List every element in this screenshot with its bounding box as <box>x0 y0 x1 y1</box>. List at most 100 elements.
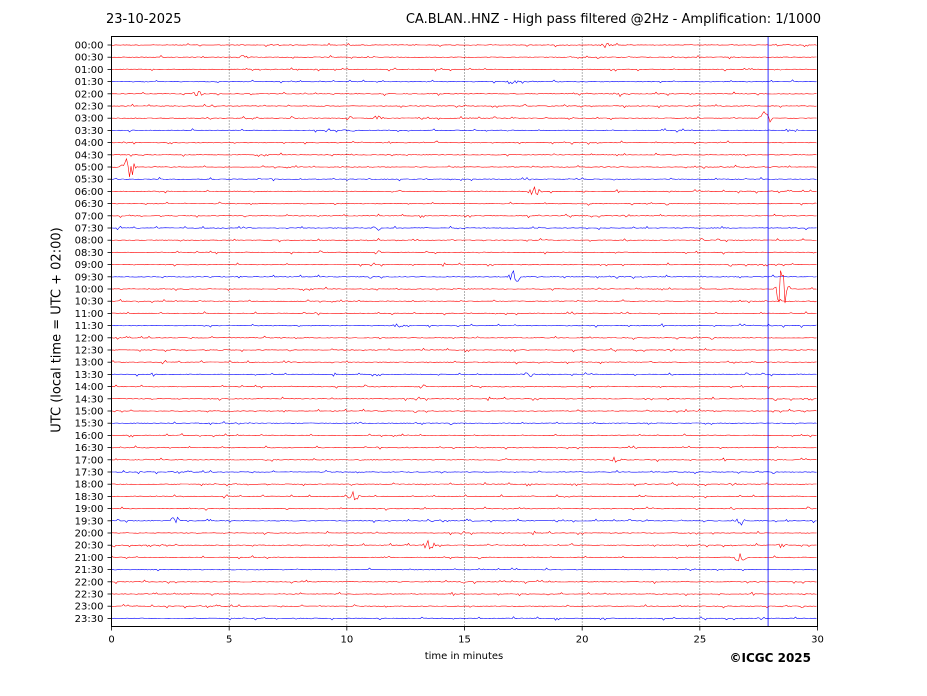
x-tick-label-25: 25 <box>693 635 706 646</box>
y-tick-label: 14:30 <box>75 394 104 405</box>
trace-1930 <box>111 516 817 526</box>
x-tick-label-5: 5 <box>226 635 232 646</box>
trace-1430 <box>111 396 817 402</box>
trace-1300 <box>111 360 817 365</box>
y-tick-label: 09:00 <box>75 260 104 271</box>
y-tick-label: 15:30 <box>75 419 104 430</box>
trace-2130 <box>111 567 817 572</box>
y-tick-label: 14:00 <box>75 382 104 393</box>
y-tick-label: 03:00 <box>75 114 104 125</box>
y-tick-label: 21:30 <box>75 565 104 576</box>
chart-title: CA.BLAN..HNZ - High pass filtered @2Hz -… <box>405 12 821 27</box>
y-tick-label: 09:30 <box>75 272 104 283</box>
trace-0100 <box>111 67 817 72</box>
trace-1400 <box>111 384 817 389</box>
y-tick-label: 13:30 <box>75 370 104 381</box>
y-tick-label: 16:30 <box>75 443 104 454</box>
chart-date: 23-10-2025 <box>106 12 182 27</box>
y-tick-label: 15:00 <box>75 407 104 418</box>
y-tick-label: 18:00 <box>75 480 104 491</box>
x-tick-label-20: 20 <box>576 635 589 646</box>
y-tick-label: 21:00 <box>75 553 104 564</box>
y-tick-label: 00:30 <box>75 53 104 64</box>
trace-2300 <box>111 603 817 609</box>
y-tick-label: 05:30 <box>75 175 104 186</box>
y-tick-label: 03:30 <box>75 126 104 137</box>
y-tick-label: 17:30 <box>75 468 104 479</box>
y-tick-label: 05:00 <box>75 163 104 174</box>
trace-2200 <box>111 579 817 585</box>
y-tick-label: 08:30 <box>75 248 104 259</box>
y-tick-label: 22:00 <box>75 577 104 588</box>
trace-2230 <box>111 591 817 597</box>
trace-2100 <box>111 553 817 562</box>
trace-1100 <box>111 311 817 316</box>
y-tick-label: 20:30 <box>75 541 104 552</box>
trace-1730 <box>111 470 817 475</box>
trace-0930 <box>111 269 817 282</box>
trace-0030 <box>111 54 817 60</box>
y-tick-label: 04:00 <box>75 138 104 149</box>
trace-1200 <box>111 335 817 340</box>
y-tick-label: 07:00 <box>75 211 104 222</box>
trace-0400 <box>111 140 817 145</box>
trace-0530 <box>111 177 817 182</box>
y-tick-label: 17:00 <box>75 455 104 466</box>
y-tick-label: 23:30 <box>75 614 104 625</box>
y-tick-label: 01:30 <box>75 77 104 88</box>
trace-2330 <box>111 616 817 621</box>
y-tick-label: 11:00 <box>75 309 104 320</box>
y-tick-label: 19:30 <box>75 516 104 527</box>
y-tick-label: 10:00 <box>75 285 104 296</box>
y-tick-label: 07:30 <box>75 224 104 235</box>
y-tick-label: 12:30 <box>75 346 104 357</box>
y-tick-label: 19:00 <box>75 504 104 515</box>
x-axis-ticks: 0 5 10 15 20 25 30 <box>108 626 824 646</box>
trace-2030 <box>111 539 817 550</box>
y-tick-label: 20:00 <box>75 529 104 540</box>
trace-0830 <box>111 250 817 255</box>
seismic-traces <box>111 42 817 621</box>
y-tick-label: 18:30 <box>75 492 104 503</box>
grid-lines <box>228 36 701 627</box>
x-tick-label-0: 0 <box>108 635 114 646</box>
y-tick-label: 02:30 <box>75 102 104 113</box>
copyright-text: ©ICGC 2025 <box>729 651 811 665</box>
trace-1630 <box>111 445 817 450</box>
trace-1800 <box>111 482 817 487</box>
trace-0800 <box>111 238 817 243</box>
trace-0430 <box>111 152 817 157</box>
y-tick-label: 11:30 <box>75 321 104 332</box>
trace-0000 <box>111 42 817 49</box>
trace-0330 <box>111 128 817 133</box>
x-tick-label-10: 10 <box>340 635 353 646</box>
trace-0130 <box>111 79 817 85</box>
x-tick-label-30: 30 <box>811 635 824 646</box>
trace-0500 <box>111 157 817 178</box>
trace-1130 <box>111 323 817 328</box>
trace-1000 <box>111 270 817 304</box>
trace-1700 <box>111 456 817 463</box>
trace-1330 <box>111 372 817 377</box>
trace-1230 <box>111 347 817 353</box>
trace-1600 <box>111 433 817 438</box>
trace-2000 <box>111 530 817 536</box>
trace-1830 <box>111 490 817 501</box>
trace-1030 <box>111 298 817 304</box>
x-axis-label: time in minutes <box>424 651 504 662</box>
trace-1900 <box>111 506 817 511</box>
y-tick-label: 10:30 <box>75 297 104 308</box>
y-tick-label: 00:00 <box>75 41 104 52</box>
trace-0700 <box>111 213 817 219</box>
trace-0630 <box>111 201 817 206</box>
y-tick-label: 16:00 <box>75 431 104 442</box>
y-tick-label: 13:00 <box>75 358 104 369</box>
trace-0730 <box>111 225 817 231</box>
y-tick-label: 04:30 <box>75 150 104 161</box>
y-tick-label: 01:00 <box>75 65 104 76</box>
y-tick-label: 02:00 <box>75 89 104 100</box>
trace-0230 <box>111 103 817 109</box>
y-tick-label: 06:30 <box>75 199 104 210</box>
